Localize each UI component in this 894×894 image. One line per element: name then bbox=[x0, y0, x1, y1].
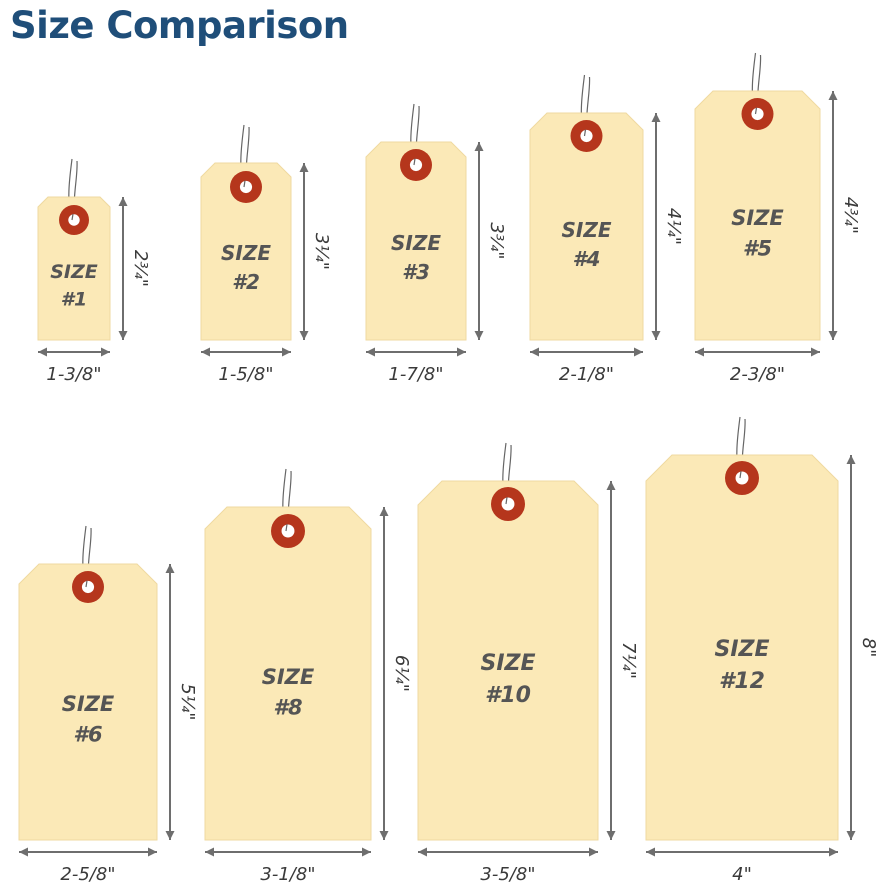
string-knot bbox=[285, 524, 288, 532]
width-arrow bbox=[19, 847, 157, 857]
tag-size-12: SIZE #12 bbox=[645, 416, 839, 841]
tag-size-number: #12 bbox=[719, 669, 765, 694]
tag-size-8: SIZE #8 bbox=[204, 468, 372, 841]
width-arrow bbox=[646, 847, 838, 857]
tag-size-2: SIZE #2 bbox=[200, 124, 292, 341]
tag-size-10: SIZE #10 bbox=[417, 442, 599, 841]
tag-size-word: SIZE bbox=[62, 692, 115, 716]
eyelet-hole bbox=[751, 107, 764, 121]
height-label: 2¾" bbox=[130, 250, 151, 287]
tag-size-number: #8 bbox=[273, 695, 302, 719]
eyelet-hole bbox=[409, 158, 423, 172]
tag-size-word: SIZE bbox=[221, 241, 271, 265]
tag-size-4: SIZE #4 bbox=[529, 74, 644, 341]
height-arrow bbox=[606, 481, 616, 840]
width-arrow bbox=[201, 347, 291, 357]
width-label: 2-1/8" bbox=[559, 364, 614, 385]
height-arrow bbox=[828, 91, 838, 340]
tag-body bbox=[529, 112, 644, 341]
tag-body bbox=[37, 196, 111, 341]
width-label: 2-3/8" bbox=[730, 364, 785, 385]
tag-size-word: SIZE bbox=[561, 218, 611, 242]
height-label: 5¼" bbox=[177, 683, 198, 720]
string-knot bbox=[413, 158, 416, 166]
width-arrow bbox=[38, 347, 110, 357]
height-label: 7¼" bbox=[618, 642, 639, 679]
page-title: Size Comparison bbox=[10, 4, 349, 47]
tag-body bbox=[645, 454, 839, 841]
eyelet-hole bbox=[81, 580, 95, 594]
height-label: 4¼" bbox=[663, 208, 684, 245]
string-knot bbox=[71, 213, 74, 221]
string-knot bbox=[85, 580, 88, 588]
height-arrow bbox=[379, 507, 389, 840]
tag-body bbox=[18, 563, 158, 841]
height-arrow bbox=[299, 163, 309, 340]
width-label: 2-5/8" bbox=[60, 864, 115, 885]
tag-size-3: SIZE #3 bbox=[365, 103, 467, 341]
tag-body bbox=[417, 480, 599, 841]
width-arrow bbox=[418, 847, 598, 857]
tag-size-5: SIZE #5 bbox=[694, 52, 821, 341]
height-arrow bbox=[165, 564, 175, 840]
tag-size-number: #2 bbox=[232, 270, 260, 294]
string-knot bbox=[243, 180, 246, 188]
height-label: 4¾" bbox=[840, 197, 861, 234]
tag-size-number: #4 bbox=[573, 247, 601, 271]
height-label: 6¼" bbox=[391, 655, 412, 692]
width-label: 1-7/8" bbox=[388, 364, 443, 385]
string-knot bbox=[505, 497, 508, 505]
tag-size-number: #5 bbox=[743, 236, 772, 260]
tag-size-number: #6 bbox=[73, 722, 102, 746]
tag-size-1: SIZE #1 bbox=[37, 158, 111, 341]
height-arrow bbox=[651, 113, 661, 340]
tag-body bbox=[204, 506, 372, 841]
eyelet-hole bbox=[580, 129, 593, 143]
tag-size-number: #3 bbox=[402, 260, 430, 284]
width-arrow bbox=[530, 347, 643, 357]
width-label: 4" bbox=[732, 864, 752, 885]
tag-size-word: SIZE bbox=[480, 651, 535, 676]
eyelet-hole bbox=[501, 497, 515, 511]
width-label: 3-5/8" bbox=[480, 864, 535, 885]
tag-size-word: SIZE bbox=[50, 261, 98, 283]
tag-size-number: #10 bbox=[485, 683, 531, 708]
tag-size-word: SIZE bbox=[262, 665, 315, 689]
tag-size-6: SIZE #6 bbox=[18, 525, 158, 841]
width-arrow bbox=[205, 847, 371, 857]
eyelet-hole bbox=[735, 471, 749, 485]
width-label: 3-1/8" bbox=[260, 864, 315, 885]
height-label: 3¾" bbox=[486, 222, 507, 259]
width-arrow bbox=[695, 347, 820, 357]
tag-body bbox=[200, 162, 292, 341]
height-arrow bbox=[474, 142, 484, 340]
width-label: 1-3/8" bbox=[46, 364, 101, 385]
tag-body bbox=[365, 141, 467, 341]
height-arrow bbox=[846, 455, 856, 840]
eyelet-hole bbox=[281, 524, 295, 538]
string-knot bbox=[754, 107, 758, 115]
tag-size-word: SIZE bbox=[731, 206, 784, 230]
eyelet-hole bbox=[68, 214, 80, 226]
width-arrow bbox=[366, 347, 466, 357]
tag-body bbox=[694, 90, 821, 341]
height-label: 3¼" bbox=[311, 233, 332, 270]
height-arrow bbox=[118, 197, 128, 340]
string-knot bbox=[739, 471, 742, 479]
eyelet-hole bbox=[239, 180, 253, 194]
width-label: 1-5/8" bbox=[218, 364, 273, 385]
string-knot bbox=[583, 129, 587, 137]
tag-size-number: #1 bbox=[61, 289, 87, 311]
height-label: 8" bbox=[858, 638, 879, 658]
tag-size-word: SIZE bbox=[391, 231, 441, 255]
tag-size-word: SIZE bbox=[714, 637, 769, 662]
